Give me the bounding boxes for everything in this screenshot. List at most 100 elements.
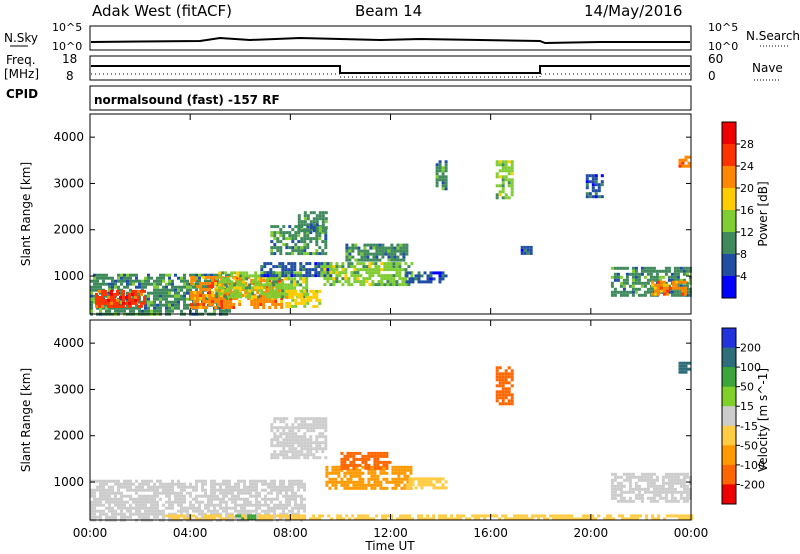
range-cell [156,282,159,286]
range-cell [386,262,390,266]
range-cell [111,285,114,289]
range-cell [676,275,680,279]
range-cell [210,494,213,498]
range-cell [237,509,240,513]
range-cell [324,237,328,241]
range-cell [183,303,186,307]
range-cell [201,488,204,492]
range-cell [667,475,671,479]
range-cell [409,468,413,472]
range-cell [111,506,114,510]
range-cell [318,301,322,305]
range-cell [384,246,388,250]
range-cell [643,293,647,297]
range-cell [661,487,665,491]
range-cell [348,255,352,259]
range-cell [243,491,246,495]
range-cell [165,494,168,498]
range-cell [177,503,180,507]
range-cell [122,304,125,308]
range-cell [303,432,307,436]
range-cell [352,463,356,467]
range-cell [243,488,246,492]
range-cell [123,306,126,310]
range-cell [297,249,301,253]
range-cell [168,488,171,492]
range-cell [256,300,260,303]
range-cell [320,268,324,272]
range-cell [652,269,656,273]
range-cell [138,494,141,498]
range-cell [134,289,137,293]
colorbar-tick-label: -15 [740,420,758,433]
range-cell [267,497,270,501]
range-cell [129,485,132,489]
range-cell [260,268,264,272]
range-cell [162,291,165,295]
range-cell [165,285,168,289]
range-cell [661,484,665,488]
range-cell [162,509,165,513]
range-cell [237,479,240,483]
range-cell [291,249,295,253]
range-cell [291,512,294,516]
range-cell [381,255,385,259]
colorbar-swatch [722,347,736,368]
range-cell [120,500,123,504]
range-cell [646,472,650,476]
range-cell [344,277,348,281]
range-cell [245,277,249,281]
range-cell [213,517,217,521]
range-cell [215,289,219,293]
range-cell [291,423,295,427]
range-cell [217,303,221,306]
range-cell [306,243,310,247]
range-cell [288,252,292,256]
range-cell [519,517,523,521]
range-cell [398,265,402,269]
range-cell [303,229,307,233]
range-cell [344,271,348,275]
range-cell [315,517,319,521]
range-cell [98,301,101,305]
range-cell [300,292,304,296]
range-cell [138,506,141,510]
range-cell [99,276,102,280]
range-cell [225,512,228,516]
range-cell [329,271,333,275]
range-cell [246,491,249,495]
range-cell [687,164,691,168]
range-cell [393,252,397,256]
range-cell [369,252,373,256]
range-cell [279,503,282,507]
range-cell [267,491,270,495]
range-cell [261,482,264,486]
range-cell [129,282,132,286]
range-cell [96,479,99,483]
range-cell [417,280,421,284]
range-cell [300,301,304,305]
range-cell [622,472,626,476]
range-cell [423,483,427,487]
range-cell [96,515,99,519]
range-cell [285,304,289,308]
range-cell [171,503,174,507]
range-cell [391,480,395,484]
range-cell [150,512,153,516]
range-cell [395,283,399,287]
range-cell [312,295,316,299]
range-cell [655,269,659,273]
range-cell [186,279,189,283]
range-cell [640,478,644,482]
range-cell [303,304,307,308]
range-cell [408,517,412,521]
range-cell [386,274,390,278]
range-cell [405,271,409,275]
range-cell [207,503,210,507]
range-cell [138,509,141,513]
x-tick-label: 08:00 [273,526,308,540]
range-cell [180,494,183,498]
range-cell [646,481,650,485]
range-cell [205,300,209,303]
range-cell [202,306,206,309]
